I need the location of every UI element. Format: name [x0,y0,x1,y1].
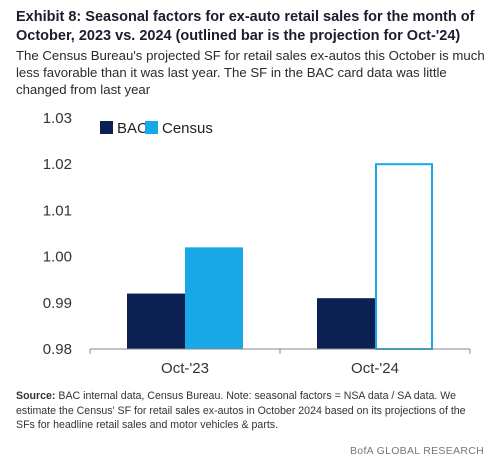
y-tick-label: 1.02 [43,156,72,173]
x-axis-ticks: Oct-'23 Oct-'24 [89,349,471,377]
y-axis-ticks: 0.98 0.99 1.00 1.01 1.02 1.03 [43,110,72,358]
legend-label-bac: BAC [117,120,148,137]
chart-subtitle: The Census Bureau's projected SF for ret… [16,48,485,97]
bars [127,163,433,350]
y-tick-label: 1.00 [43,249,72,266]
bar-chart: 0.980.991.001.011.021.03 Oct-'23 Oct-'24 … [43,110,471,377]
y-tick-label: 1.03 [43,110,72,127]
footnote-text: BAC internal data, Census Bureau. Note: … [16,390,466,431]
bar-census-0 [185,247,243,349]
bar-bac-0 [127,293,185,349]
bar-census-1 [375,163,433,350]
legend: BAC Census [100,120,213,137]
chart-title: Exhibit 8: Seasonal factors for ex-auto … [16,9,475,44]
bar-bac-1 [317,298,375,349]
y-tick-label: 0.98 [43,341,72,358]
y-tick-label: 1.01 [43,202,72,219]
brand-logo-text: BofA GLOBAL RESEARCH [350,445,484,457]
legend-swatch-census [145,121,158,134]
x-tick-label: Oct-'24 [351,360,399,377]
footnote: Source: BAC internal data, Census Bureau… [16,389,486,433]
legend-swatch-bac [100,121,113,134]
x-tick-label: Oct-'23 [161,360,209,377]
footnote-label: Source: [16,390,56,402]
y-tick-label: 0.99 [43,295,72,312]
legend-label-census: Census [162,120,213,137]
